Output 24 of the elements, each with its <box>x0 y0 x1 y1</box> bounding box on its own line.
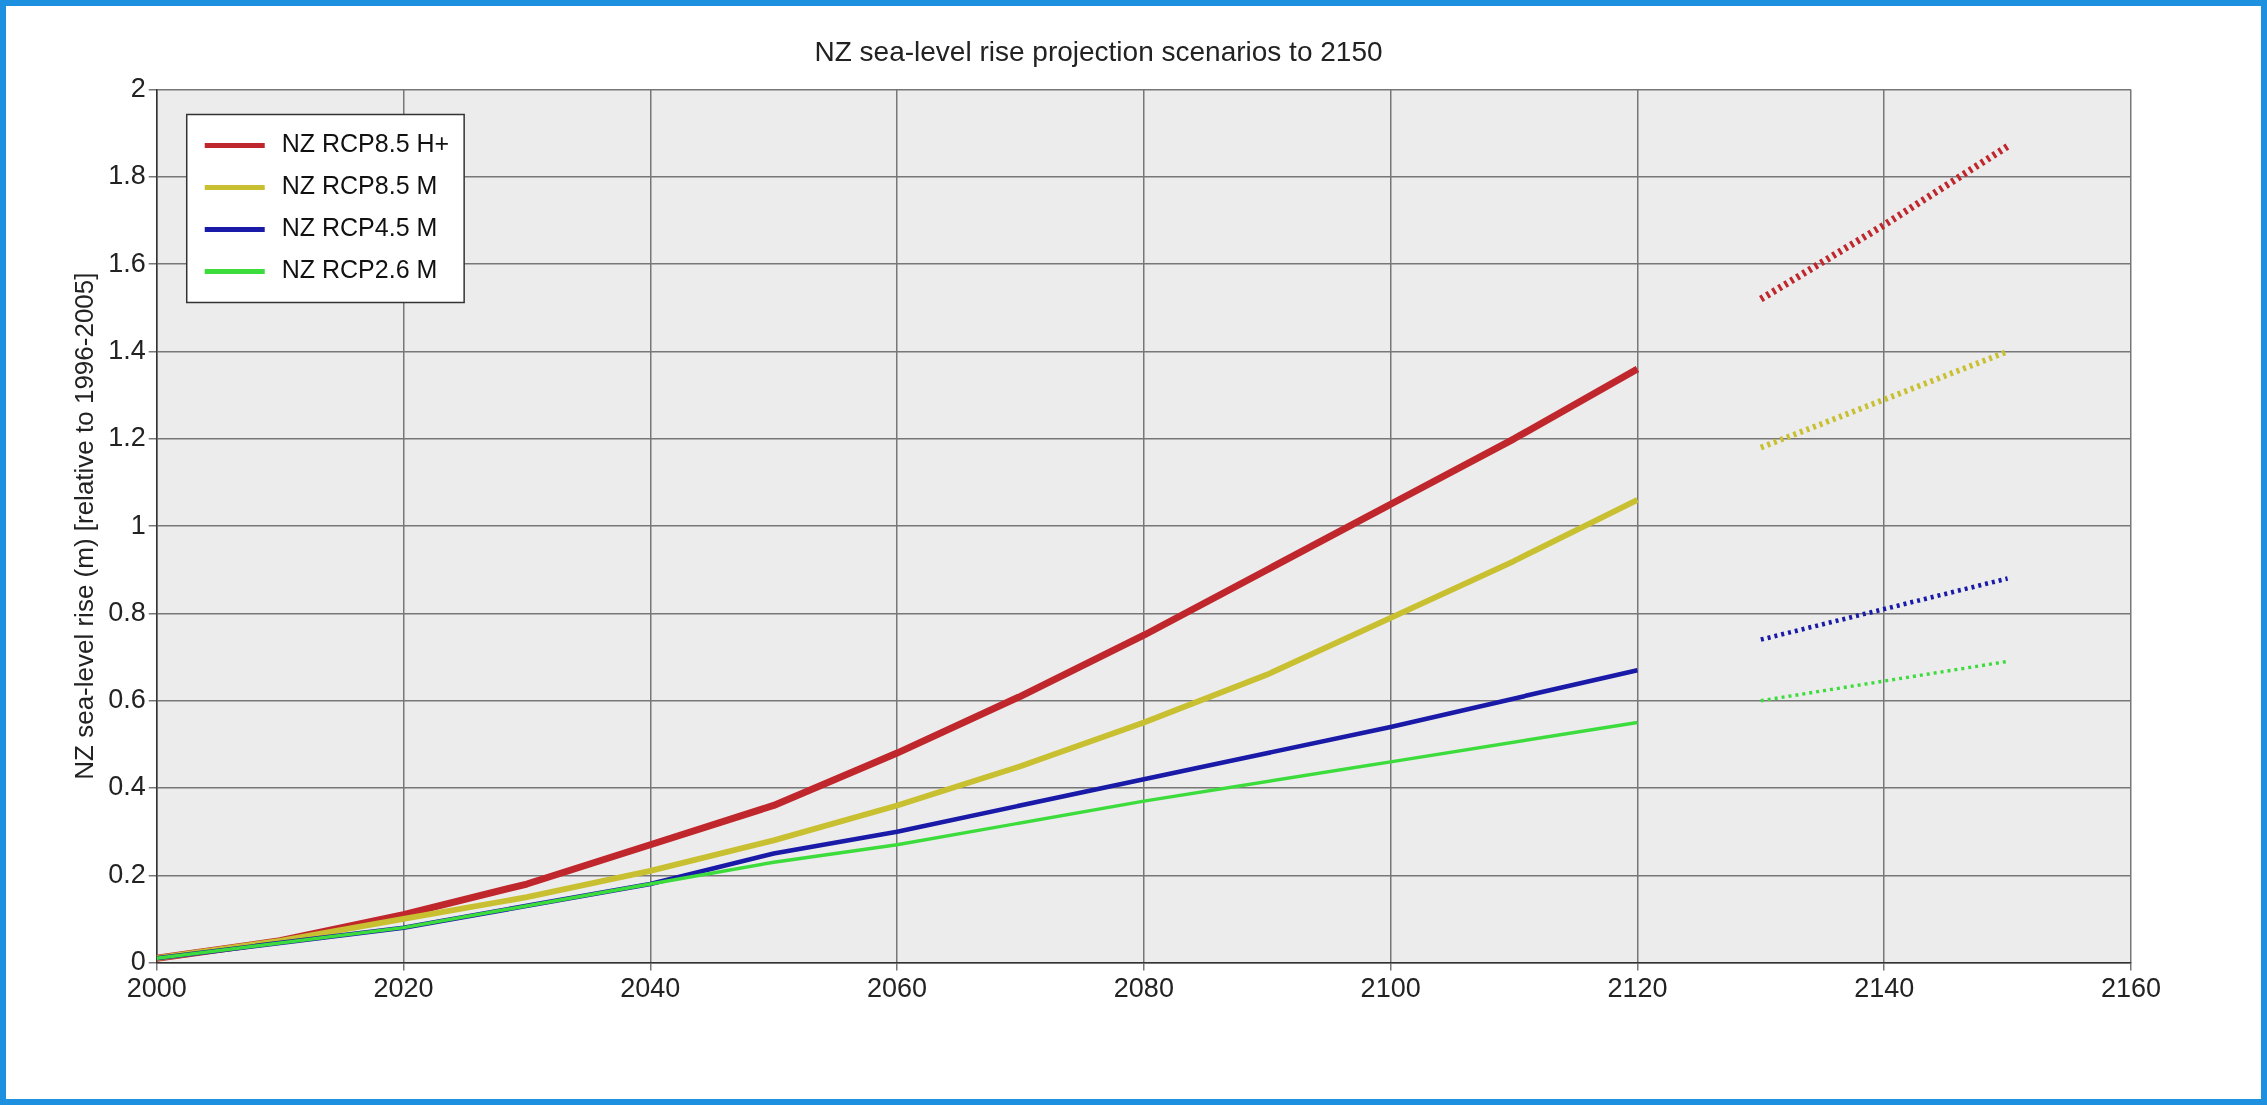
legend-label: NZ RCP4.5 M <box>281 213 438 242</box>
y-tick-label: 0.2 <box>108 858 146 889</box>
y-axis-title: NZ sea-level rise (m) [relative to 1996-2005] <box>68 272 99 780</box>
y-tick-label: 1.8 <box>108 160 146 191</box>
y-tick-label: 1.4 <box>108 334 146 365</box>
x-tick-label: 2080 <box>1113 973 1174 1004</box>
x-tick-label: 2060 <box>867 973 928 1004</box>
x-tick-label: 2120 <box>1607 973 1668 1004</box>
x-tick-label: 2020 <box>373 973 434 1004</box>
y-tick-label: 0.4 <box>108 771 146 802</box>
legend-label: NZ RCP8.5 H+ <box>281 129 450 158</box>
legend-label: NZ RCP8.5 M <box>281 171 438 200</box>
x-tick-label: 2160 <box>2100 973 2162 1004</box>
y-tick-label: 1.2 <box>108 422 146 453</box>
x-tick-label: 2040 <box>620 973 681 1004</box>
y-tick-label: 0.6 <box>108 684 146 715</box>
x-tick-label: 2100 <box>1360 973 1421 1004</box>
x-tick-label: 2140 <box>1854 973 1915 1004</box>
y-tick-label: 0.8 <box>108 596 146 627</box>
y-tick-label: 1 <box>130 509 146 540</box>
legend-label: NZ RCP2.6 M <box>281 255 438 284</box>
y-tick-label: 1.6 <box>108 247 146 278</box>
y-tick-label: 2 <box>130 73 146 104</box>
chart-title: NZ sea-level rise projection scenarios to 2150 <box>814 35 1383 67</box>
